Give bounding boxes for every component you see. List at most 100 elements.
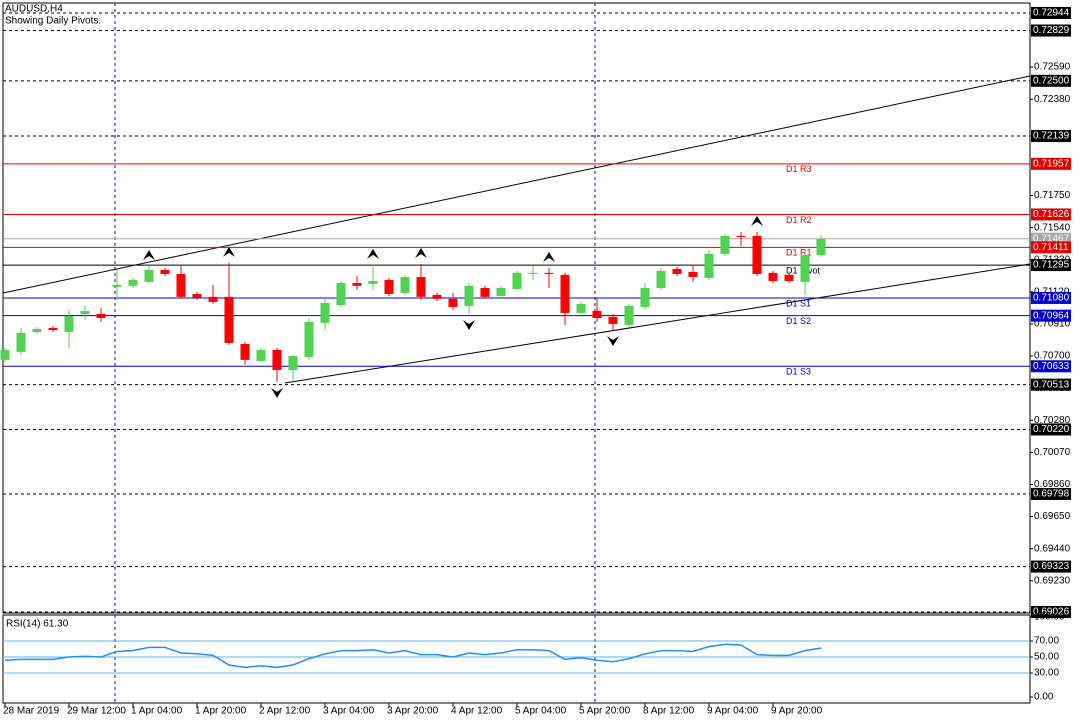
- chart-title: AUDUSD,H4: [5, 4, 63, 15]
- candle-body: [464, 285, 474, 306]
- y-tick-label: 100.00: [1034, 612, 1065, 623]
- level-label: 0.70513: [1033, 379, 1070, 390]
- level-label: 0.69798: [1033, 489, 1070, 500]
- level-label-box: [1031, 6, 1071, 19]
- candle-body: [400, 276, 410, 293]
- pivot-label-box: [1031, 241, 1071, 254]
- candle-body: [352, 282, 362, 286]
- fractal-up: [543, 251, 555, 262]
- candle-body: [288, 355, 298, 370]
- pivot-label-box: [1031, 208, 1071, 221]
- candle-body: [96, 313, 106, 318]
- candle-body: [496, 288, 506, 296]
- x-tick-label: 3 Apr 20:00: [387, 706, 439, 717]
- x-tick-label: 28 Mar 2019: [3, 706, 60, 717]
- candle-body: [560, 274, 570, 313]
- fractal-up: [143, 249, 155, 260]
- y-tick-label: 0.70910: [1034, 319, 1071, 330]
- x-tick-label: 1 Apr 20:00: [195, 706, 247, 717]
- indicator-title: RSI(14) 61.30: [6, 619, 69, 630]
- level-label-box: [1031, 24, 1071, 37]
- current-price-label: 0.71467: [1033, 233, 1070, 244]
- candle-body: [0, 349, 10, 360]
- candle-body: [768, 272, 778, 281]
- level-label-box: [1031, 130, 1071, 143]
- y-tick-label: 0.70700: [1034, 351, 1071, 362]
- candle-body: [128, 279, 138, 286]
- candle-body: [512, 272, 522, 289]
- level-label-box: [1031, 423, 1071, 436]
- candle-body: [816, 238, 826, 255]
- pivot-label: 0.71626: [1033, 209, 1070, 220]
- candle-body: [592, 310, 602, 318]
- y-tick-label: 0.72590: [1034, 62, 1071, 73]
- main-panel-frame: [2, 2, 1031, 614]
- candle-body: [336, 282, 346, 305]
- candle-body: [176, 273, 186, 297]
- pivot-label: 0.71411: [1033, 242, 1069, 253]
- level-label: 0.69026: [1033, 607, 1070, 618]
- x-tick-label: 9 Apr 20:00: [771, 706, 823, 717]
- candle-body: [800, 254, 810, 282]
- pivot-name: D1 S1: [786, 298, 811, 308]
- fractal-up: [415, 248, 427, 258]
- candle-body: [704, 253, 714, 278]
- level-label: 0.72500: [1033, 75, 1070, 86]
- candle-body: [416, 276, 426, 297]
- fractal-down: [607, 336, 619, 347]
- candle-body: [640, 288, 650, 307]
- level-label: 0.69323: [1033, 561, 1070, 572]
- y-tick-label: 0.70280: [1034, 415, 1071, 426]
- pivot-name: D1 R3: [786, 164, 812, 174]
- pivot-label-box: [1031, 309, 1071, 322]
- candle-body: [64, 315, 74, 333]
- fractal-down: [463, 319, 475, 330]
- candle-body: [256, 349, 266, 361]
- y-tick-label: 50.00: [1034, 652, 1059, 663]
- y-tick-label: 0.00: [1034, 692, 1054, 703]
- x-tick-label: 5 Apr 20:00: [579, 706, 631, 717]
- candle-body: [736, 235, 746, 237]
- candle-body: [448, 298, 458, 307]
- candle-body: [160, 269, 170, 274]
- x-tick-label: 9 Apr 04:00: [707, 706, 759, 717]
- trend-line: [284, 263, 1031, 384]
- rsi-line: [4, 643, 822, 669]
- y-tick-label: 0.71750: [1034, 190, 1071, 201]
- y-tick-label: 0.71540: [1034, 222, 1071, 233]
- candle-body: [784, 274, 794, 281]
- x-tick-label: 4 Apr 12:00: [451, 706, 503, 717]
- candle-body: [320, 302, 330, 323]
- candle-body: [112, 284, 122, 287]
- level-label-box: [1031, 487, 1071, 500]
- pivot-label-box: [1031, 259, 1071, 272]
- candle-body: [688, 271, 698, 277]
- y-tick-label: 0.69860: [1034, 479, 1071, 490]
- y-tick-label: 0.70070: [1034, 447, 1071, 458]
- candle-body: [656, 270, 666, 289]
- x-tick-label: 8 Apr 12:00: [643, 706, 695, 717]
- x-tick-label: 29 Mar 12:00: [67, 706, 126, 717]
- candle-body: [144, 269, 154, 282]
- pivot-label-box: [1031, 360, 1071, 373]
- candle-body: [608, 316, 618, 324]
- pivot-name: D1 S2: [786, 316, 811, 326]
- candle-body: [16, 332, 26, 352]
- candle-body: [80, 310, 90, 314]
- level-label: 0.72829: [1033, 25, 1070, 36]
- candle-body: [304, 321, 314, 357]
- fractal-up: [367, 248, 379, 259]
- candle-body: [224, 296, 234, 343]
- candle-body: [624, 305, 634, 325]
- level-label: 0.70220: [1033, 424, 1070, 435]
- candle-body: [528, 272, 538, 274]
- y-tick-label: 0.69650: [1034, 511, 1071, 522]
- pivot-name: D1 R1: [786, 248, 812, 258]
- candle-body: [544, 272, 554, 274]
- pivot-name: D1 R2: [786, 215, 812, 225]
- chart-subtitle: Showing Daily Pivots.: [5, 16, 101, 27]
- pivot-label: 0.70964: [1033, 310, 1070, 321]
- pivot-label-box: [1031, 291, 1071, 304]
